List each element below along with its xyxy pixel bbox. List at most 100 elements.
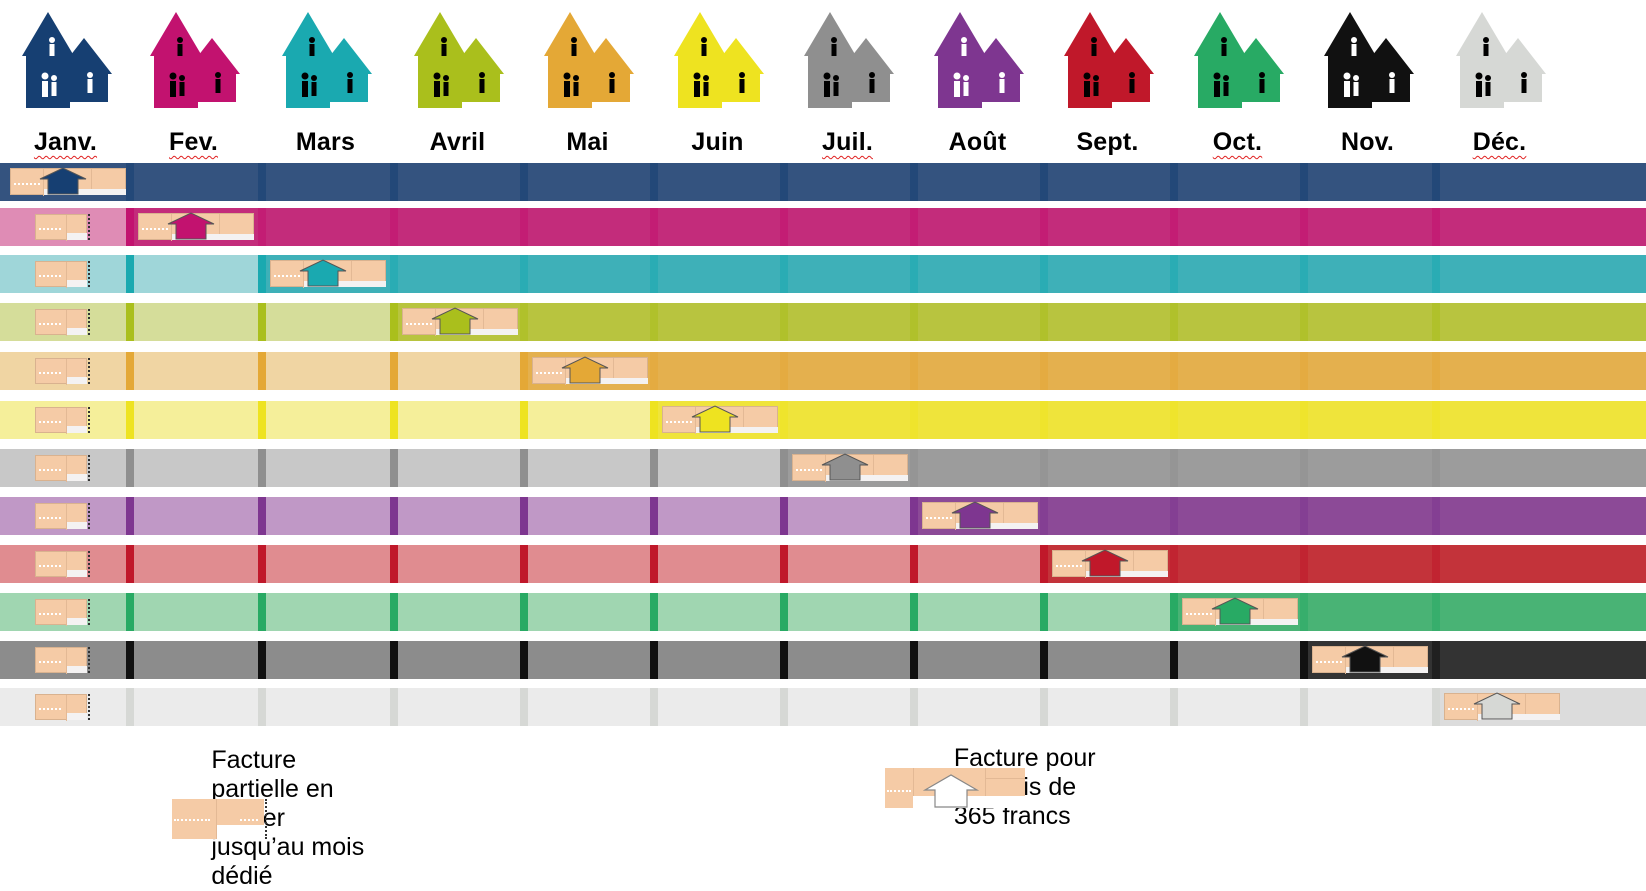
month-divider <box>520 255 528 293</box>
month-divider <box>1300 163 1308 201</box>
month-divider <box>1432 401 1440 439</box>
month-divider <box>258 163 266 201</box>
month-label: Mars <box>295 128 356 156</box>
month-divider <box>1300 352 1308 390</box>
month-label: Sept. <box>1076 128 1139 156</box>
month-divider <box>520 352 528 390</box>
partial-bill <box>35 551 87 578</box>
billing-row-Juil. <box>0 449 1646 487</box>
month-divider <box>910 497 918 535</box>
family-houses-icon <box>673 12 764 108</box>
full-year-period <box>652 401 1646 439</box>
family-houses-icon <box>543 12 634 108</box>
billing-row-Janv. <box>0 163 1646 201</box>
month-divider <box>126 352 134 390</box>
month-divider <box>1432 255 1440 293</box>
family-houses-icon <box>281 12 372 108</box>
perforation <box>88 551 90 577</box>
family-houses-icon <box>803 12 894 108</box>
month-divider <box>1170 163 1178 201</box>
month-divider <box>258 688 266 726</box>
month-divider <box>910 545 918 583</box>
month-divider <box>520 163 528 201</box>
perforation <box>88 214 90 240</box>
month-label: Déc. <box>1472 128 1527 156</box>
month-divider <box>390 688 398 726</box>
month-divider <box>1040 352 1048 390</box>
house-icon <box>1473 692 1521 720</box>
month-divider <box>1040 449 1048 487</box>
month-divider <box>520 688 528 726</box>
month-divider <box>1040 303 1048 341</box>
month-divider <box>1432 352 1440 390</box>
billing-row-Fev. <box>0 208 1646 246</box>
month-divider <box>910 688 918 726</box>
full-year-period <box>522 352 1646 390</box>
perforation <box>88 358 90 384</box>
month-divider <box>1040 401 1048 439</box>
billing-row-Nov. <box>0 641 1646 679</box>
partial-bill <box>35 309 87 336</box>
partial-period <box>0 688 1434 726</box>
family-houses-icon <box>413 12 504 108</box>
month-divider <box>910 303 918 341</box>
month-divider <box>390 303 398 341</box>
family-houses-icon <box>1323 12 1414 108</box>
partial-bill <box>35 694 87 721</box>
month-divider <box>258 303 266 341</box>
month-divider <box>390 163 398 201</box>
month-divider <box>126 208 134 246</box>
month-divider <box>650 545 658 583</box>
month-divider <box>520 593 528 631</box>
month-divider <box>780 255 788 293</box>
billing-row-Oct. <box>0 593 1646 631</box>
month-divider <box>258 401 266 439</box>
month-divider <box>910 255 918 293</box>
month-divider <box>258 255 266 293</box>
family-houses-icon <box>1063 12 1154 108</box>
month-divider <box>1040 163 1048 201</box>
month-divider <box>126 449 134 487</box>
month-divider <box>126 255 134 293</box>
month-divider <box>1170 401 1178 439</box>
house-icon <box>1341 645 1389 673</box>
month-divider <box>520 208 528 246</box>
family-houses-icon <box>1455 12 1546 108</box>
month-label: Août <box>948 128 1007 156</box>
month-column-11: Nov. <box>1302 0 1433 160</box>
month-divider <box>650 352 658 390</box>
house-icon <box>691 405 739 433</box>
month-divider <box>1300 497 1308 535</box>
partial-period <box>0 497 912 535</box>
perforation <box>88 407 90 433</box>
house-icon <box>951 501 999 529</box>
month-divider <box>1432 163 1440 201</box>
month-divider <box>1300 545 1308 583</box>
month-divider <box>650 163 658 201</box>
month-divider <box>1040 208 1048 246</box>
month-column-9: Sept. <box>1042 0 1173 160</box>
house-icon <box>299 259 347 287</box>
full-year-period <box>260 255 1646 293</box>
month-divider <box>650 303 658 341</box>
family-houses-icon <box>1193 12 1284 108</box>
month-divider <box>650 449 658 487</box>
partial-bill <box>35 599 87 626</box>
month-divider <box>126 545 134 583</box>
month-divider <box>780 449 788 487</box>
month-divider <box>1170 688 1178 726</box>
house-icon <box>167 212 215 240</box>
house-icon <box>431 307 479 335</box>
month-divider <box>1432 545 1440 583</box>
month-divider <box>258 352 266 390</box>
partial-bill <box>35 358 87 385</box>
month-column-10: Oct. <box>1172 0 1303 160</box>
month-label: Mai <box>566 128 609 156</box>
month-divider <box>1170 497 1178 535</box>
billing-row-Mai <box>0 352 1646 390</box>
partial-bill <box>35 647 87 674</box>
month-divider <box>1300 641 1308 679</box>
month-divider <box>1300 303 1308 341</box>
full-year-period <box>128 208 1646 246</box>
billing-row-Juin <box>0 401 1646 439</box>
